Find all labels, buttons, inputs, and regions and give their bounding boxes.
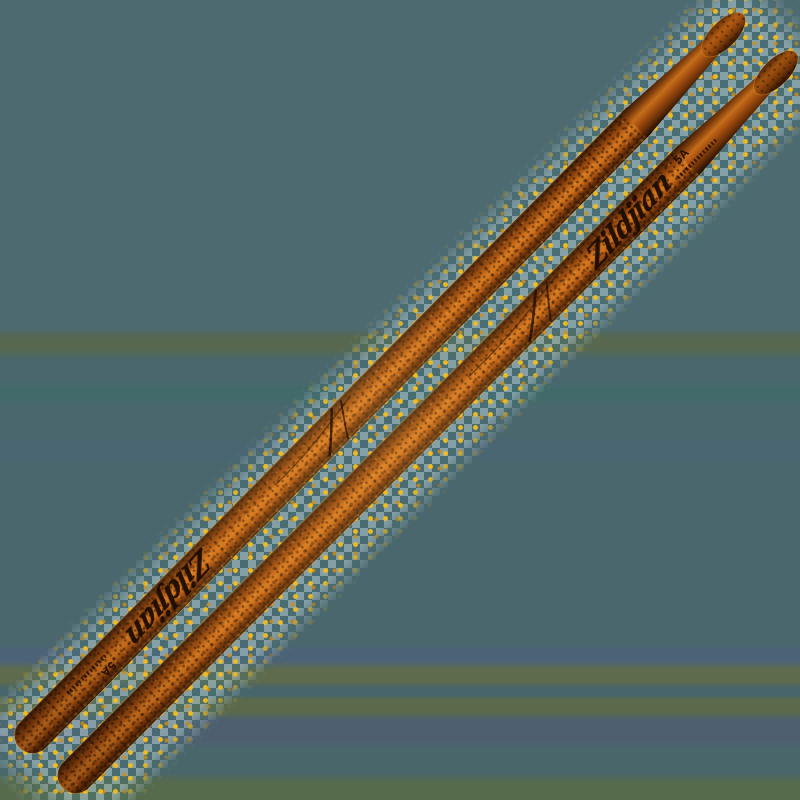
logo-flourish-strokes xyxy=(451,267,582,399)
logo-flourish-strokes xyxy=(259,388,376,506)
drumstick-upper-left: Zildjian 5A xyxy=(7,2,756,761)
drumstick-lower-right: Zildjian 5A xyxy=(50,40,800,800)
